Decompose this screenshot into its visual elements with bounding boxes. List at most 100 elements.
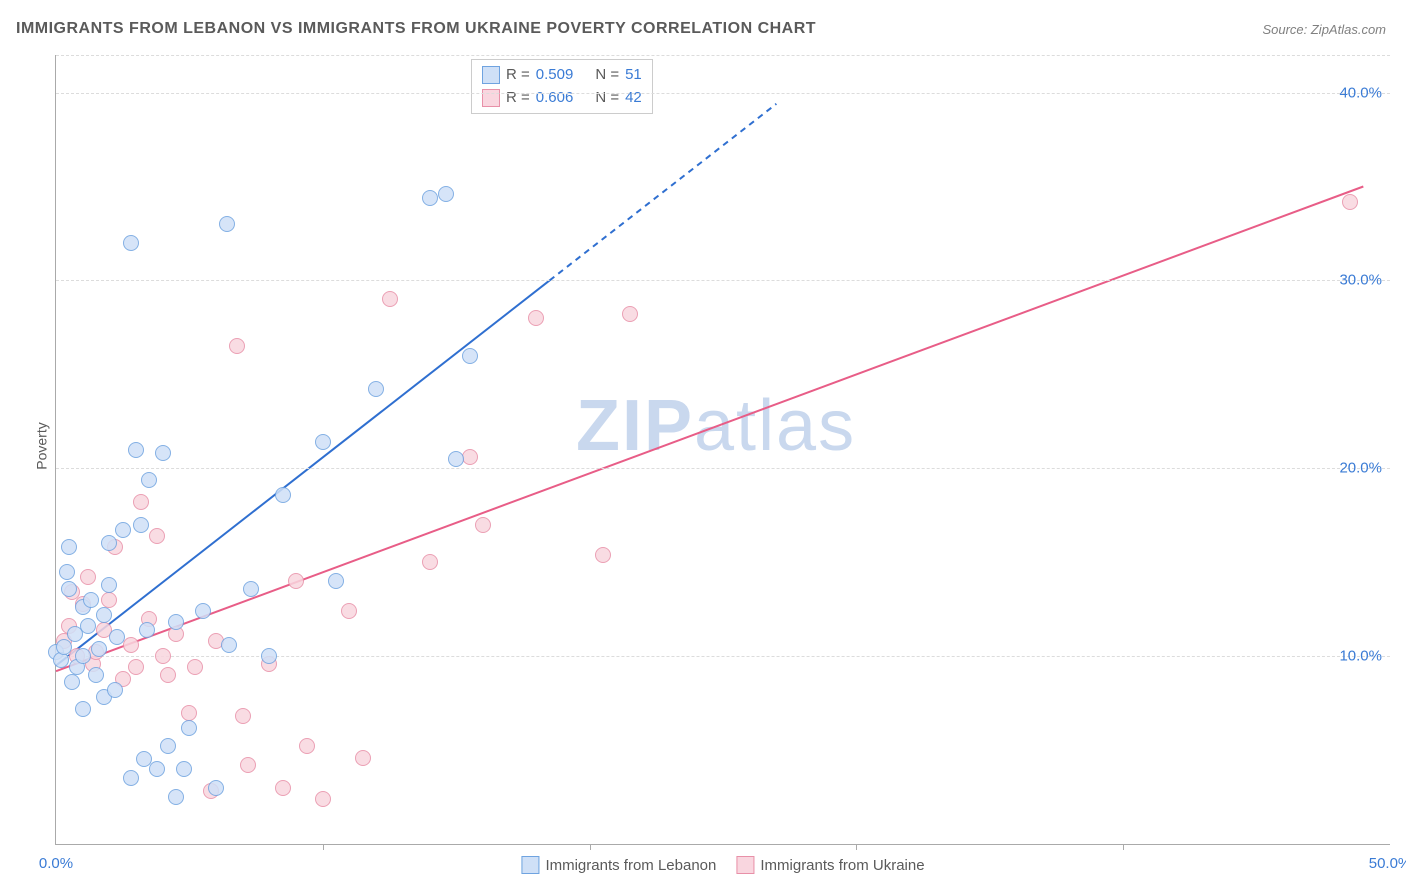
plot-area: ZIPatlas R = 0.509 N = 51 R = 0.606 N = … [55,55,1390,845]
legend-row-lebanon: R = 0.509 N = 51 [482,64,642,87]
data-point [622,306,638,322]
source-label: Source: ZipAtlas.com [1262,22,1386,37]
x-minor-tick [1123,844,1124,850]
x-minor-tick [856,844,857,850]
data-point [133,517,149,533]
data-point [1342,194,1358,210]
data-point [149,528,165,544]
data-point [139,622,155,638]
gridline-h [56,93,1390,94]
r-label: R = [506,64,530,87]
data-point [288,573,304,589]
data-point [59,564,75,580]
n-value-lebanon: 51 [625,64,642,87]
n-label: N = [595,87,619,110]
data-point [243,581,259,597]
data-point [595,547,611,563]
watermark: ZIPatlas [576,385,856,467]
r-label: R = [506,87,530,110]
data-point [176,761,192,777]
data-point [382,291,398,307]
data-point [275,780,291,796]
data-point [96,607,112,623]
data-point [123,770,139,786]
data-point [75,701,91,717]
data-point [83,592,99,608]
data-point [355,750,371,766]
data-point [462,348,478,364]
y-tick-label: 10.0% [1339,648,1382,665]
legend-row-ukraine: R = 0.606 N = 42 [482,87,642,110]
swatch-lebanon-bottom [521,856,539,874]
data-point [475,517,491,533]
swatch-ukraine-bottom [736,856,754,874]
data-point [64,674,80,690]
trend-line [56,187,1363,672]
data-point [315,791,331,807]
x-minor-tick [323,844,324,850]
data-point [160,667,176,683]
data-point [128,442,144,458]
legend-item-ukraine: Immigrants from Ukraine [736,856,924,874]
y-tick-label: 30.0% [1339,272,1382,289]
data-point [235,708,251,724]
data-point [133,494,149,510]
data-point [155,445,171,461]
data-point [101,577,117,593]
data-point [240,757,256,773]
data-point [341,603,357,619]
trend-line [56,280,550,665]
gridline-h [56,55,1390,56]
data-point [299,738,315,754]
trend-line [550,104,777,281]
x-tick-label: 0.0% [39,855,73,872]
data-point [187,659,203,675]
swatch-lebanon [482,66,500,84]
data-point [368,381,384,397]
legend-item-lebanon: Immigrants from Lebanon [521,856,716,874]
gridline-h [56,280,1390,281]
data-point [56,639,72,655]
data-point [168,614,184,630]
data-point [219,216,235,232]
data-point [101,535,117,551]
watermark-zip: ZIP [576,386,694,466]
data-point [181,705,197,721]
r-value-lebanon: 0.509 [536,64,574,87]
data-point [221,637,237,653]
data-point [438,186,454,202]
n-label: N = [595,64,619,87]
series-name-ukraine: Immigrants from Ukraine [760,857,924,874]
data-point [141,472,157,488]
data-point [528,310,544,326]
data-point [315,434,331,450]
data-point [275,487,291,503]
y-tick-label: 40.0% [1339,84,1382,101]
n-value-ukraine: 42 [625,87,642,110]
gridline-h [56,468,1390,469]
data-point [160,738,176,754]
swatch-ukraine [482,89,500,107]
y-tick-label: 20.0% [1339,460,1382,477]
data-point [123,235,139,251]
data-point [75,648,91,664]
data-point [109,629,125,645]
legend-series: Immigrants from Lebanon Immigrants from … [521,856,924,874]
chart-title: IMMIGRANTS FROM LEBANON VS IMMIGRANTS FR… [16,20,816,38]
legend-stats: R = 0.509 N = 51 R = 0.606 N = 42 [471,59,653,114]
data-point [88,667,104,683]
trend-lines-svg [56,55,1390,844]
data-point [91,641,107,657]
x-minor-tick [590,844,591,850]
data-point [80,569,96,585]
x-tick-label: 50.0% [1369,855,1406,872]
data-point [128,659,144,675]
data-point [107,682,123,698]
data-point [181,720,197,736]
y-axis-label: Poverty [34,422,50,469]
data-point [195,603,211,619]
series-name-lebanon: Immigrants from Lebanon [545,857,716,874]
watermark-atlas: atlas [694,386,856,466]
data-point [422,190,438,206]
gridline-h [56,656,1390,657]
